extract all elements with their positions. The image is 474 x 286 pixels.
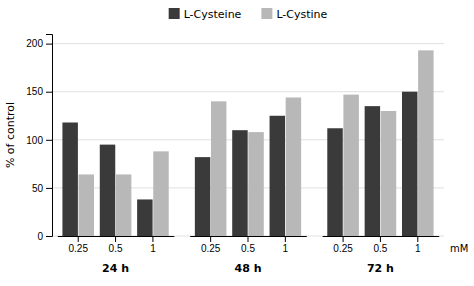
- tick: 0.25: [201, 236, 221, 254]
- y-axis: 0 50 100 150 200: [26, 35, 52, 242]
- tick: 0.5: [109, 236, 123, 254]
- tick: 0: [37, 231, 52, 242]
- tick-label: 50: [32, 183, 44, 194]
- bar: [62, 122, 77, 236]
- group-label: 24 h: [102, 262, 129, 275]
- tick-label: 150: [26, 86, 43, 97]
- tick: 200: [26, 38, 52, 49]
- tick-label: 0.5: [109, 243, 123, 254]
- bar: [137, 199, 152, 236]
- tick-mark: [46, 92, 52, 93]
- tick-mark: [152, 236, 153, 242]
- bars: [62, 50, 433, 236]
- tick: 1: [283, 236, 289, 254]
- legend-swatch: [261, 8, 272, 19]
- bar: [195, 157, 210, 236]
- grid-line: [52, 43, 444, 44]
- legend-label: L-Cysteine: [184, 8, 242, 21]
- bar: [79, 174, 94, 236]
- bar: [100, 145, 115, 236]
- x-label: mM: [450, 243, 468, 254]
- tick-mark: [46, 44, 52, 45]
- tick: 0.5: [241, 236, 255, 254]
- y-label: % of control: [4, 102, 17, 168]
- bar: [402, 92, 417, 236]
- bar: [248, 132, 263, 236]
- tick-mark: [46, 188, 52, 189]
- tick-mark: [417, 236, 418, 242]
- legend-label: L-Cystine: [276, 8, 327, 21]
- tick-label: 0.25: [68, 243, 88, 254]
- grid-line: [52, 91, 444, 92]
- bar: [153, 151, 168, 236]
- tick-label: 0.5: [241, 243, 255, 254]
- tick: 50: [32, 183, 52, 194]
- tick: 0.5: [373, 236, 387, 254]
- bar: [365, 106, 380, 236]
- tick-mark: [343, 236, 344, 242]
- chart: 0 50 100 150 200 0.25 0.5 1 0.25 0.5 1 0.25 0.5 1 24 h…: [0, 0, 474, 286]
- bar-series: [62, 92, 417, 236]
- legend: L-Cysteine L-Cystine: [169, 8, 328, 21]
- x-axis: 0.25 0.5 1: [190, 236, 307, 254]
- tick-label: 0: [37, 231, 43, 242]
- group-label: 48 h: [235, 262, 262, 275]
- tick-label: 1: [283, 243, 289, 254]
- legend-item: L-Cysteine: [169, 8, 242, 21]
- grid: [52, 44, 444, 236]
- x-axis: 0.25 0.5 1: [323, 236, 440, 254]
- tick-mark: [115, 236, 116, 242]
- bar: [418, 50, 433, 236]
- group-label: 72 h: [367, 262, 394, 275]
- bar: [116, 174, 131, 236]
- tick-mark: [210, 236, 211, 242]
- x-axis: 0.25 0.5 1: [58, 236, 175, 254]
- bar: [286, 97, 301, 236]
- tick-mark: [46, 140, 52, 141]
- tick: 0.25: [68, 236, 88, 254]
- tick-mark: [46, 236, 52, 237]
- bar: [381, 111, 396, 236]
- bar: [232, 130, 247, 236]
- axis-line: [46, 35, 53, 237]
- group-labels: 24 h 48 h 72 h: [102, 262, 394, 275]
- tick: 1: [150, 236, 156, 254]
- bar: [343, 95, 358, 236]
- tick-label: 0.25: [333, 243, 353, 254]
- plot: 0 50 100 150 200 0.25 0.5 1 0.25 0.5 1 0.25 0.5 1 24 h…: [4, 35, 468, 276]
- bar: [327, 128, 342, 236]
- tick-label: 0.25: [201, 243, 221, 254]
- tick-mark: [380, 236, 381, 242]
- tick: 150: [26, 86, 52, 97]
- tick-mark: [78, 236, 79, 242]
- legend-swatch: [169, 8, 180, 19]
- tick: 1: [415, 236, 421, 254]
- bar-series: [79, 50, 434, 236]
- bar: [211, 101, 226, 236]
- tick-mark: [248, 236, 249, 242]
- tick-label: 200: [26, 38, 43, 49]
- tick: 0.25: [333, 236, 353, 254]
- legend-item: L-Cystine: [261, 8, 327, 21]
- tick-label: 1: [150, 243, 156, 254]
- bar: [270, 116, 285, 236]
- tick-label: 0.5: [373, 243, 387, 254]
- tick-label: 1: [415, 243, 421, 254]
- tick: 100: [26, 135, 52, 146]
- tick-label: 100: [26, 135, 43, 146]
- tick-mark: [285, 236, 286, 242]
